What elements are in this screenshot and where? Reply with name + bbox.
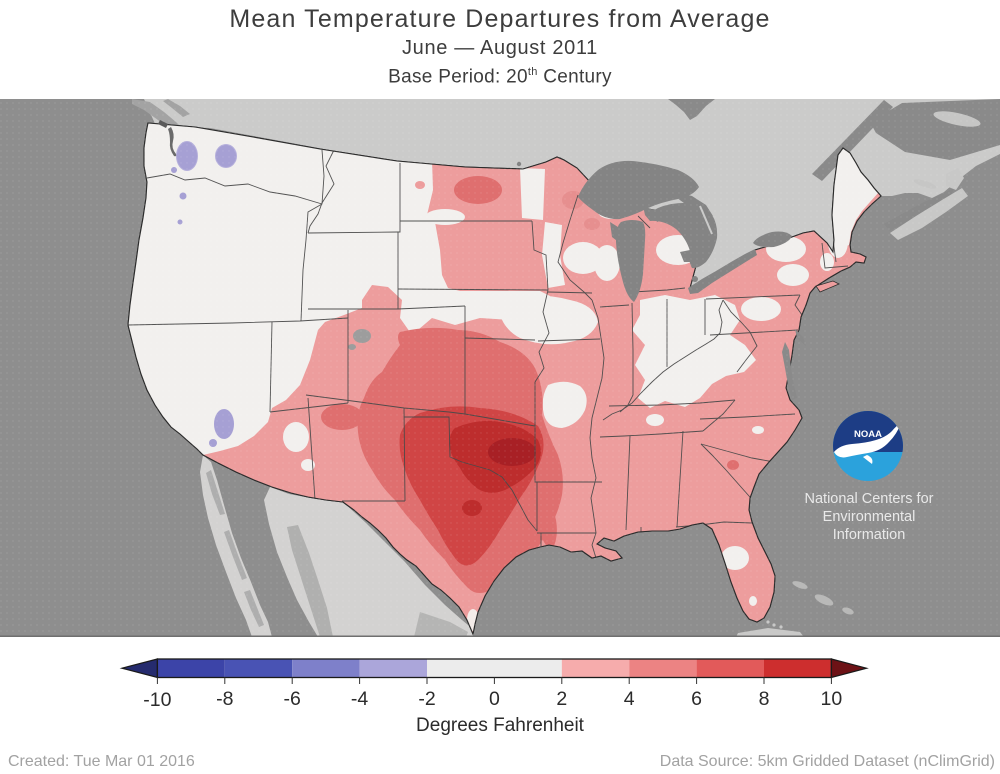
svg-text:-2: -2	[418, 688, 435, 710]
svg-text:2: 2	[556, 688, 567, 710]
svg-text:6: 6	[691, 688, 702, 710]
svg-text:10: 10	[821, 688, 843, 710]
svg-text:NOAA: NOAA	[854, 429, 882, 440]
svg-text:Information: Information	[833, 527, 906, 543]
svg-text:8: 8	[759, 688, 770, 710]
svg-text:-10: -10	[143, 689, 171, 711]
svg-text:-6: -6	[284, 688, 301, 710]
svg-text:4: 4	[624, 688, 635, 710]
svg-text:-4: -4	[351, 688, 368, 710]
svg-text:0: 0	[489, 688, 500, 710]
svg-text:-8: -8	[216, 688, 233, 710]
svg-text:Environmental: Environmental	[823, 509, 916, 525]
svg-text:National Centers for: National Centers for	[805, 491, 934, 507]
